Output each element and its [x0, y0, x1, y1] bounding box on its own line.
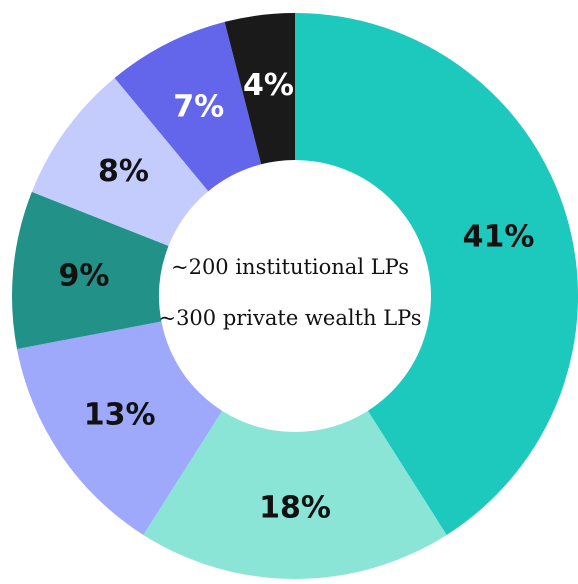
slice-13pct: [17, 321, 223, 535]
slice-label-41pct: 41%: [463, 219, 535, 254]
slice-label-9pct: 9%: [58, 259, 109, 294]
donut-slices: [12, 13, 578, 580]
center-text-institutional: ~200 institutional LPs: [171, 255, 409, 279]
slice-4pct: [224, 13, 295, 165]
slice-labels: 41% 18% 13% 9% 8% 7% 4%: [58, 68, 534, 525]
slice-label-18pct: 18%: [259, 491, 331, 526]
slice-label-4pct: 4%: [243, 68, 294, 103]
slice-8pct: [31, 77, 209, 246]
slice-label-7pct: 7%: [173, 90, 224, 125]
slice-7pct: [114, 21, 262, 192]
slice-41pct: [295, 13, 578, 535]
slice-label-8pct: 8%: [98, 154, 149, 189]
slice-18pct: [143, 410, 447, 580]
center-text-private-wealth: ~300 private wealth LPs: [158, 306, 421, 330]
slice-label-13pct: 13%: [84, 398, 156, 433]
slice-9pct: [12, 191, 169, 350]
